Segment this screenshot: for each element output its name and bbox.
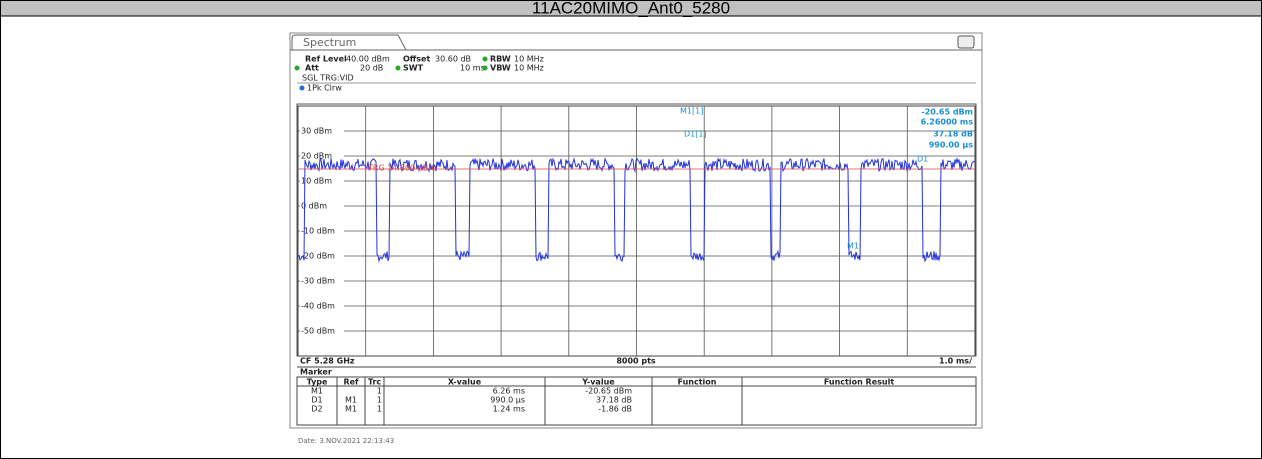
cell: 37.18 dB xyxy=(596,396,632,405)
cell: M1 xyxy=(345,396,357,405)
trigger: SGL TRG:VID xyxy=(302,74,354,83)
cell: -20 dBm xyxy=(301,252,335,261)
span: 1.0 ms/ xyxy=(939,357,972,366)
cell: 6.26 ms xyxy=(493,387,525,396)
table xyxy=(296,376,977,426)
m1-time: 6.26000 ms xyxy=(921,118,974,127)
rbw-label: RBW xyxy=(490,55,511,64)
label-bg xyxy=(300,326,344,336)
att: 20 dB xyxy=(360,64,383,73)
tab: Spectrum xyxy=(303,36,356,49)
cell: Function Result xyxy=(824,378,895,387)
status-dot xyxy=(294,65,300,71)
cell: X-value xyxy=(448,378,482,387)
d1-time: 990.00 µs xyxy=(929,141,974,150)
cell: D1 xyxy=(311,396,322,405)
trace-mode: 1Pk Clrw xyxy=(307,84,342,93)
title: Marker xyxy=(300,368,332,377)
points: 8000 pts xyxy=(616,357,656,366)
cell: Ref xyxy=(343,378,359,387)
cell: 1 xyxy=(377,396,382,405)
date: Date: 3.NOV.2021 22:13:43 xyxy=(298,437,394,445)
label-bg xyxy=(300,151,344,161)
marker-m1: M1 xyxy=(847,242,859,251)
cell: 30 dBm xyxy=(301,127,332,136)
marker-d1: D1 xyxy=(917,155,928,164)
cell: -10 dBm xyxy=(301,227,335,236)
status-dot xyxy=(395,65,401,71)
cell: -1.86 dB xyxy=(598,405,632,414)
cell: D2 xyxy=(311,405,322,414)
trace xyxy=(297,156,976,263)
title-bar xyxy=(1,1,1261,16)
label-bg xyxy=(300,126,344,136)
swt: 10 ms xyxy=(460,64,485,73)
cf: CF 5.28 GHz xyxy=(300,357,355,366)
cell: 0 dBm xyxy=(301,202,327,211)
status-dot xyxy=(482,65,488,71)
cell: 10 dBm xyxy=(301,177,332,186)
m1: M1[1] xyxy=(680,107,703,116)
cell: 20 dBm xyxy=(301,152,332,161)
cell: 1 xyxy=(377,405,382,414)
label-bg xyxy=(300,301,344,311)
trigger-line: TRG 14.800 dBm xyxy=(367,164,436,173)
cell: Y-value xyxy=(581,378,615,387)
cell: -20.65 dBm xyxy=(585,387,632,396)
m1-level: -20.65 dBm xyxy=(921,108,973,117)
cell: -30 dBm xyxy=(301,277,335,286)
ref-level-label: Ref Level xyxy=(305,55,347,64)
swt-label: SWT xyxy=(403,64,424,73)
screenshot: Spectrum xyxy=(289,32,983,429)
label-bg xyxy=(300,226,344,236)
cell: 1.24 ms xyxy=(493,405,525,414)
offset: 30.60 dB xyxy=(435,55,471,64)
cell: 1 xyxy=(377,387,382,396)
d1: D1[1] xyxy=(684,130,707,139)
cell: M1 xyxy=(311,387,323,396)
offset-label: Offset xyxy=(403,55,430,64)
cell: M1 xyxy=(345,405,357,414)
trace-dot xyxy=(299,85,305,91)
title: 11AC20MIMO_Ant0_5280 xyxy=(532,0,730,17)
vbw-label: VBW xyxy=(490,64,511,73)
vbw: 10 MHz xyxy=(514,64,544,73)
att-label: Att xyxy=(305,64,319,73)
d1-level: 37.18 dB xyxy=(933,130,973,139)
label-bg xyxy=(300,176,344,186)
label-bg xyxy=(300,201,344,211)
label-bg xyxy=(300,276,344,286)
label-bg xyxy=(300,251,344,261)
cell: -50 dBm xyxy=(301,327,335,336)
cell: Function xyxy=(678,378,717,387)
ref-level: 40.00 dBm xyxy=(346,55,390,64)
cell: -40 dBm xyxy=(301,302,335,311)
rbw: 10 MHz xyxy=(514,55,544,64)
cell: Trc xyxy=(368,378,382,387)
status-dot xyxy=(482,56,488,62)
cell: Type xyxy=(307,378,328,387)
cell: 990.0 µs xyxy=(490,396,525,405)
